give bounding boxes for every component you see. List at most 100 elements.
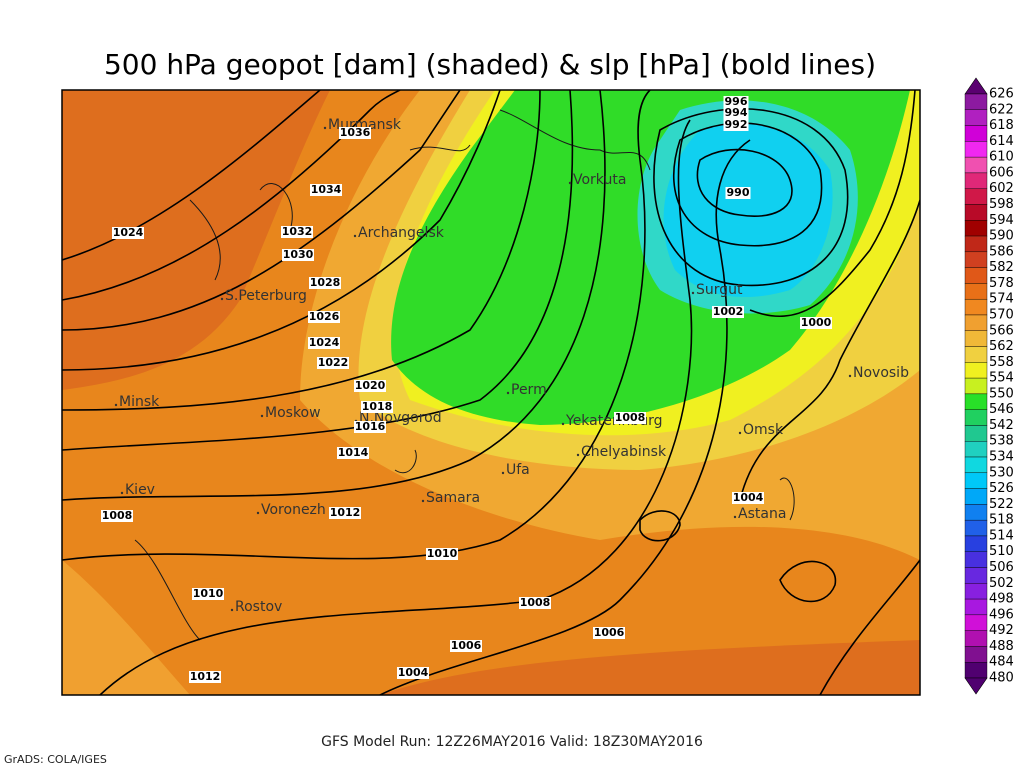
city-dot [691, 291, 695, 295]
isobar-label: 1026 [309, 310, 340, 323]
colorbar-swatch [964, 220, 988, 237]
isobar-label-bg [329, 507, 361, 519]
city-label: S.Peterburg [225, 288, 307, 304]
isobar-label-bg [101, 510, 133, 522]
colorbar-label: 622 [989, 102, 1014, 117]
contours [62, 90, 920, 695]
isobar-label: 1022 [318, 356, 349, 369]
isobar-label-bg [337, 447, 369, 459]
colorbar-swatch [964, 472, 988, 489]
isobar [62, 90, 501, 371]
isobar-label-bg [593, 627, 625, 639]
colorbar-label: 594 [989, 213, 1014, 228]
city-label: Astana [738, 506, 786, 522]
isobar-label-bg [712, 306, 744, 318]
colorbar-label: 610 [989, 150, 1014, 165]
coastlines [134, 109, 795, 641]
colorbar-label: 522 [989, 497, 1014, 512]
isobar [749, 90, 916, 318]
isobar-label: 1004 [398, 666, 429, 679]
colorbar-swatch [964, 267, 988, 284]
isobar-label: 1024 [113, 226, 144, 239]
isobar-label: 1012 [190, 670, 221, 683]
colorbar-label: 574 [989, 292, 1014, 307]
isobar-label-bg [189, 671, 221, 683]
colorbar-label: 546 [989, 402, 1014, 417]
city-dot [353, 234, 357, 238]
colorbar-label: 498 [989, 592, 1014, 607]
city-dot [114, 403, 118, 407]
isobar [779, 560, 837, 603]
isobar-label-bg [317, 357, 349, 369]
isobar-label-bg [339, 127, 371, 139]
isobar-label-bg [450, 640, 482, 652]
isobar [62, 90, 606, 501]
city-label: Kiev [125, 482, 155, 498]
isobar-label: 996 [725, 95, 748, 108]
colorbar-arrow-top [964, 77, 988, 95]
city-label: Novosib [853, 365, 909, 381]
isobar-label: 1032 [282, 225, 313, 238]
isobar-label-bg [310, 184, 342, 196]
colorbar-label: 514 [989, 528, 1014, 543]
colorbar-swatch [964, 646, 988, 663]
city-dot [256, 511, 260, 515]
isobar [62, 90, 401, 301]
city-label: Archangelsk [358, 225, 445, 241]
isobar [819, 559, 920, 695]
isobar-label-bg [614, 412, 646, 424]
city-dot [120, 491, 124, 495]
colorbar-swatch [964, 409, 988, 426]
isobar [639, 510, 681, 542]
plot-frame [61, 89, 921, 696]
shade-cyan [663, 123, 833, 298]
colorbar-swatch [964, 441, 988, 458]
colorbar-swatch [964, 504, 988, 521]
isobar-label: 1036 [340, 126, 371, 139]
city-dot [230, 608, 234, 612]
isobar-label: 1008 [520, 596, 551, 609]
city-label: Voronezh [261, 502, 326, 518]
isobar-label: 1006 [451, 639, 482, 652]
isobar-label-bg [308, 337, 340, 349]
colorbar-label: 550 [989, 386, 1014, 401]
colorbar-label: 582 [989, 260, 1014, 275]
isobar [653, 108, 849, 287]
isobar-label: 1008 [615, 411, 646, 424]
isobar [62, 90, 574, 451]
shade-dark [62, 90, 330, 390]
colorbar-label: 484 [989, 655, 1014, 670]
city-dot [501, 471, 505, 475]
isobar-label: 1018 [362, 400, 393, 413]
city-dot [323, 126, 327, 130]
colorbar-swatch [964, 488, 988, 505]
colorbar-label: 562 [989, 339, 1014, 354]
colorbar-swatch [964, 93, 988, 110]
city-label: Ufa [506, 462, 530, 478]
city-dot [568, 181, 572, 185]
city-dot [506, 391, 510, 395]
model-run: GFS Model Run: 12Z26MAY2016 Valid: 18Z30… [321, 734, 703, 750]
isobar [62, 90, 321, 261]
isobar-label: 1028 [310, 276, 341, 289]
city-dot [738, 431, 742, 435]
isobar-label: 994 [725, 106, 748, 119]
isobar-label-bg [723, 119, 749, 131]
isobar [379, 139, 751, 695]
colorbar-swatch [964, 567, 988, 584]
isobar-label: 1030 [283, 248, 314, 261]
isobar-label-bg [800, 317, 832, 329]
shade-light-sw [62, 560, 190, 695]
colorbar: 6266226186146106066025985945905865825785… [964, 77, 1014, 695]
colorbar-label: 526 [989, 481, 1014, 496]
isobar-label: 1010 [427, 547, 458, 560]
isobar-label: 1004 [733, 491, 764, 504]
shade-dark-s [380, 640, 920, 695]
city-label: Surgut [696, 282, 743, 298]
colorbar-label: 530 [989, 465, 1014, 480]
city-label: Moskow [265, 405, 321, 421]
isobar-label-bg [281, 226, 313, 238]
colorbar-swatch [964, 662, 988, 679]
colorbar-label: 534 [989, 450, 1014, 465]
